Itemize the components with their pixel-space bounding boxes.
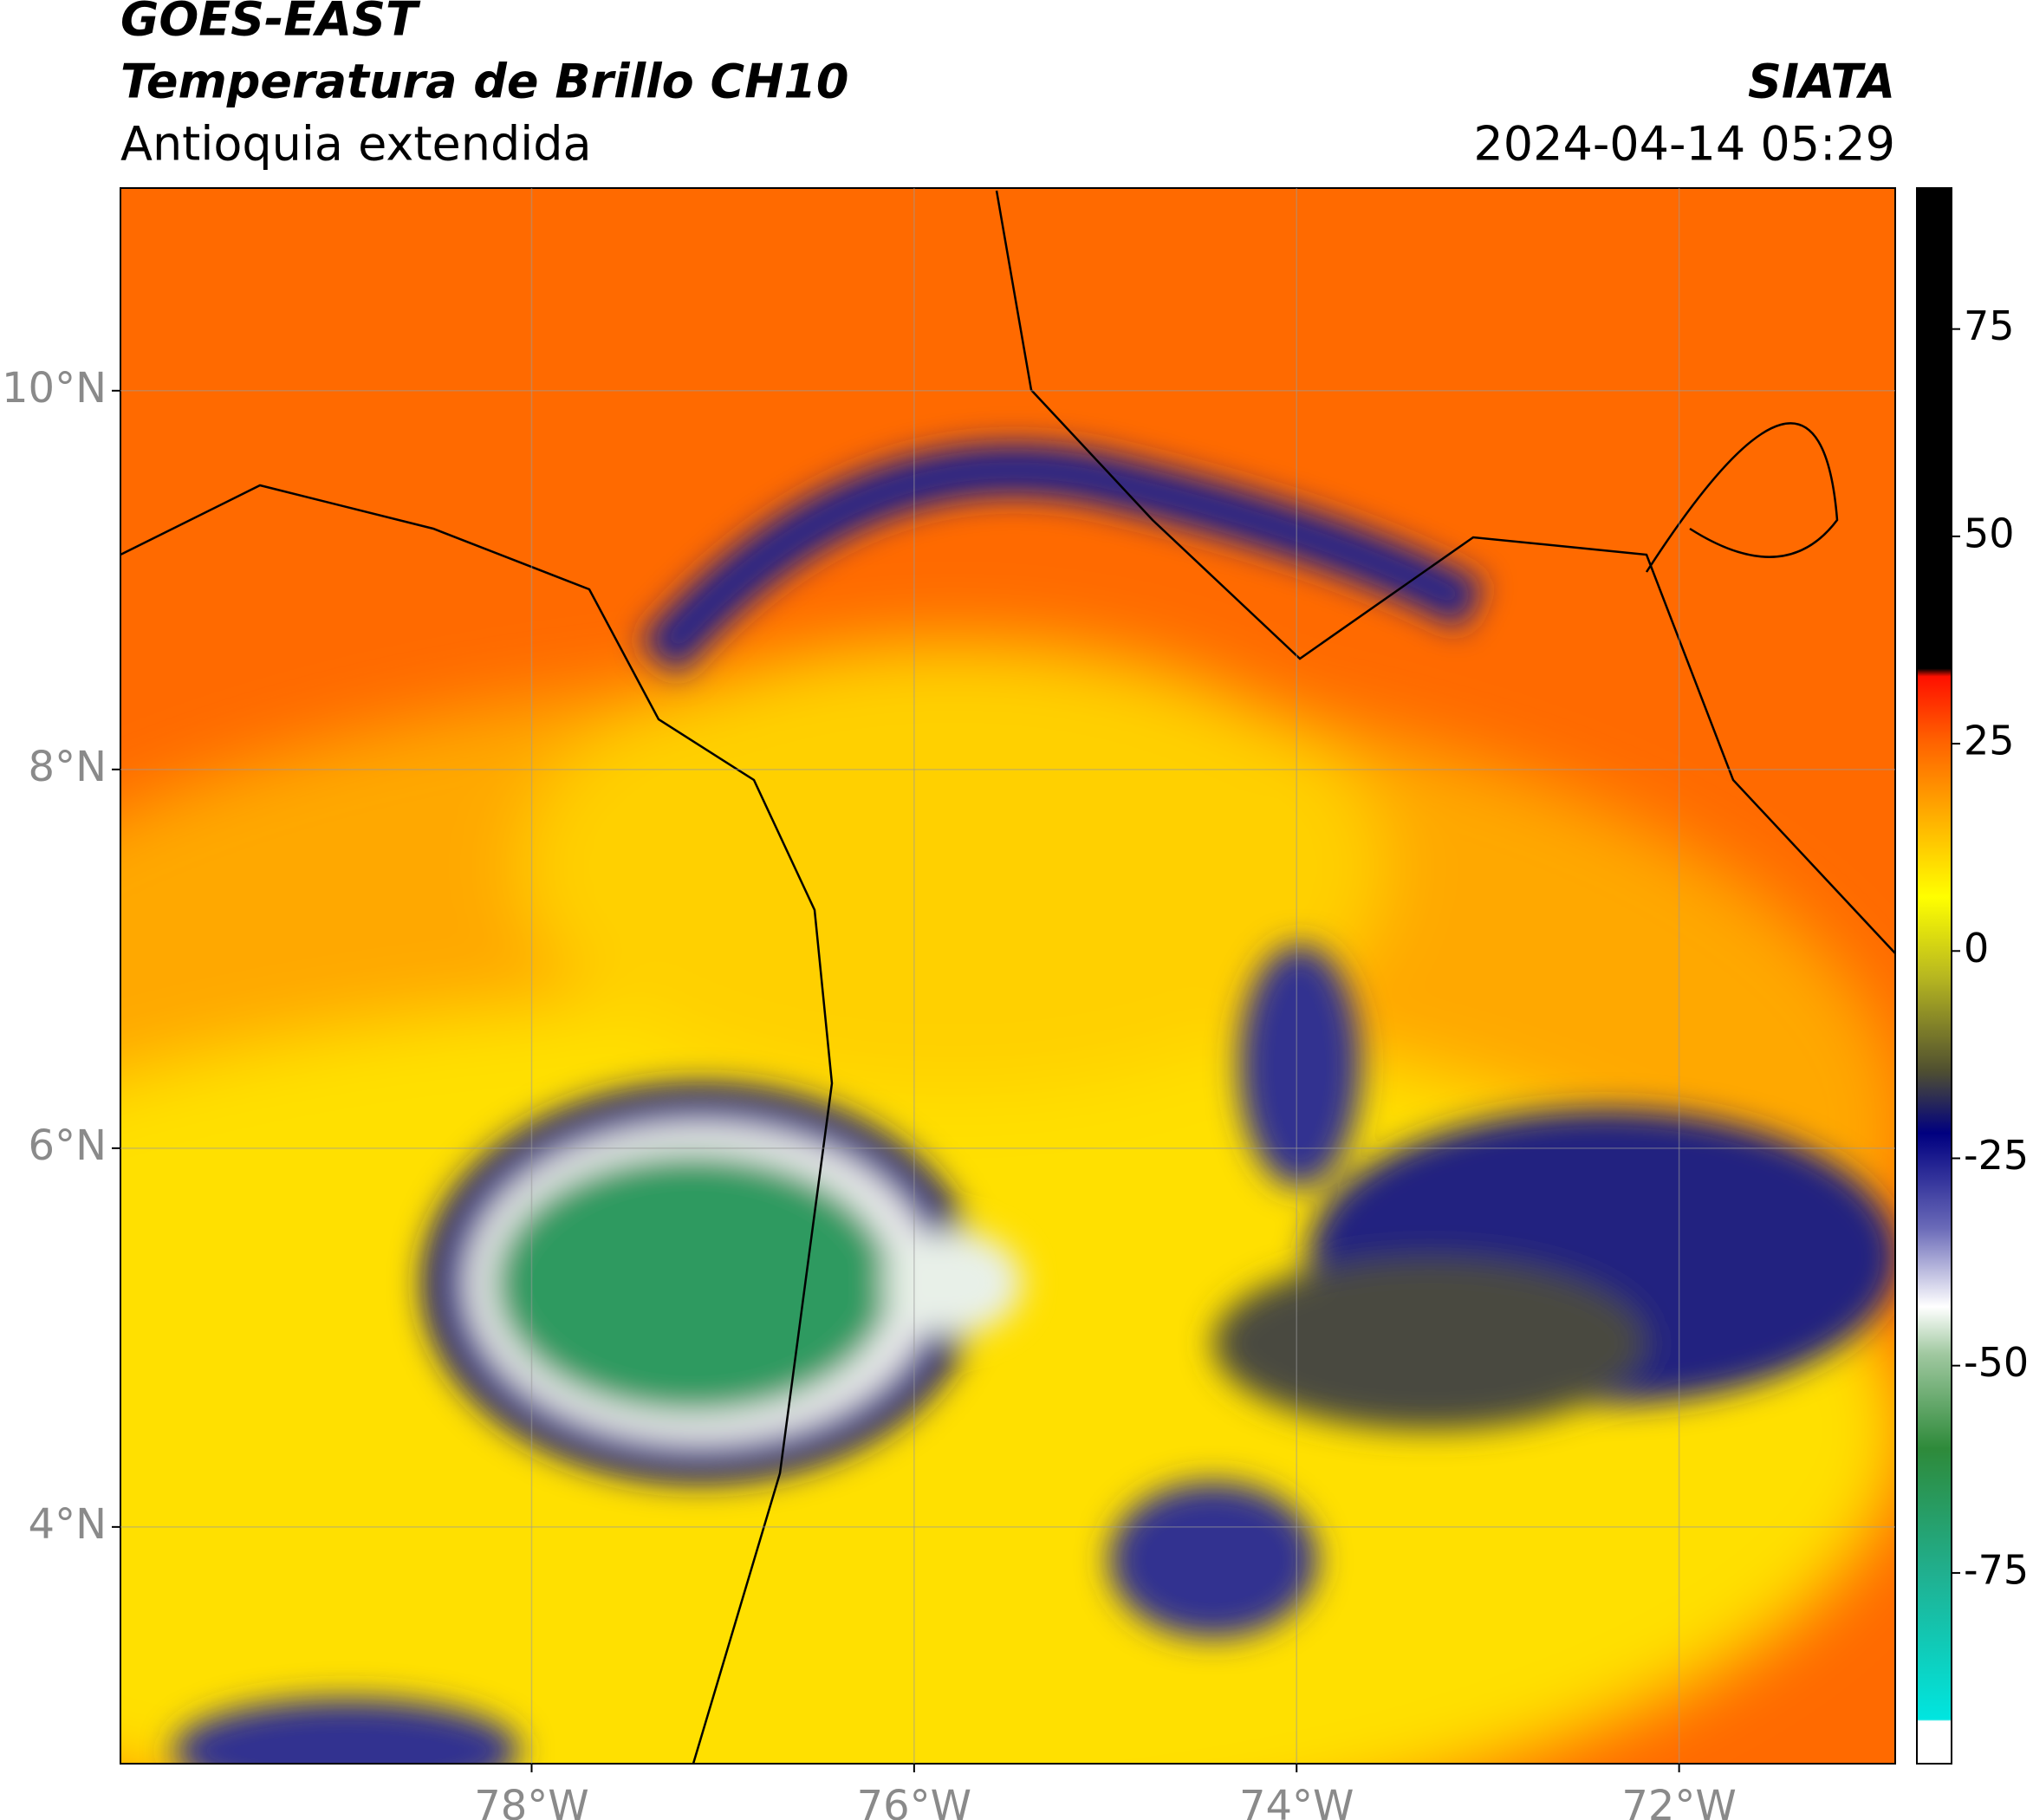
lon-tick-label: 74°W (1239, 1782, 1354, 1820)
lat-tick-label: 6°N (29, 1121, 107, 1170)
colorbar-tick-label: 50 (1964, 510, 2015, 556)
colorbar-tick-label: -25 (1964, 1132, 2029, 1179)
lon-tick-label: 78°W (474, 1782, 589, 1820)
datetime: 2024-04-14 05:29 (1473, 117, 1895, 172)
lat-tick-label: 4°N (29, 1500, 107, 1549)
colorbar (1916, 187, 1952, 1765)
lon-tick-label: 72°W (1621, 1782, 1737, 1820)
colorbar-tick-label: 25 (1964, 718, 2015, 764)
source: SIATA (1748, 55, 1895, 109)
title: GOES-EAST (120, 0, 421, 47)
map-frame (120, 187, 1896, 1765)
lon-tick-label: 76°W (857, 1782, 972, 1820)
colorbar-tick-label: -50 (1964, 1339, 2029, 1386)
colorbar-tick-label: -75 (1964, 1546, 2029, 1593)
subtitle: Temperatura de Brillo CH10 (120, 55, 849, 109)
satellite-image (120, 188, 1895, 1764)
colorbar-tick-label: 0 (1964, 925, 1989, 972)
region: Antioquia extendida (120, 117, 592, 172)
colorbar-tick-label: 75 (1964, 302, 2015, 349)
lat-tick-label: 10°N (2, 364, 107, 413)
lat-tick-label: 8°N (29, 743, 107, 791)
